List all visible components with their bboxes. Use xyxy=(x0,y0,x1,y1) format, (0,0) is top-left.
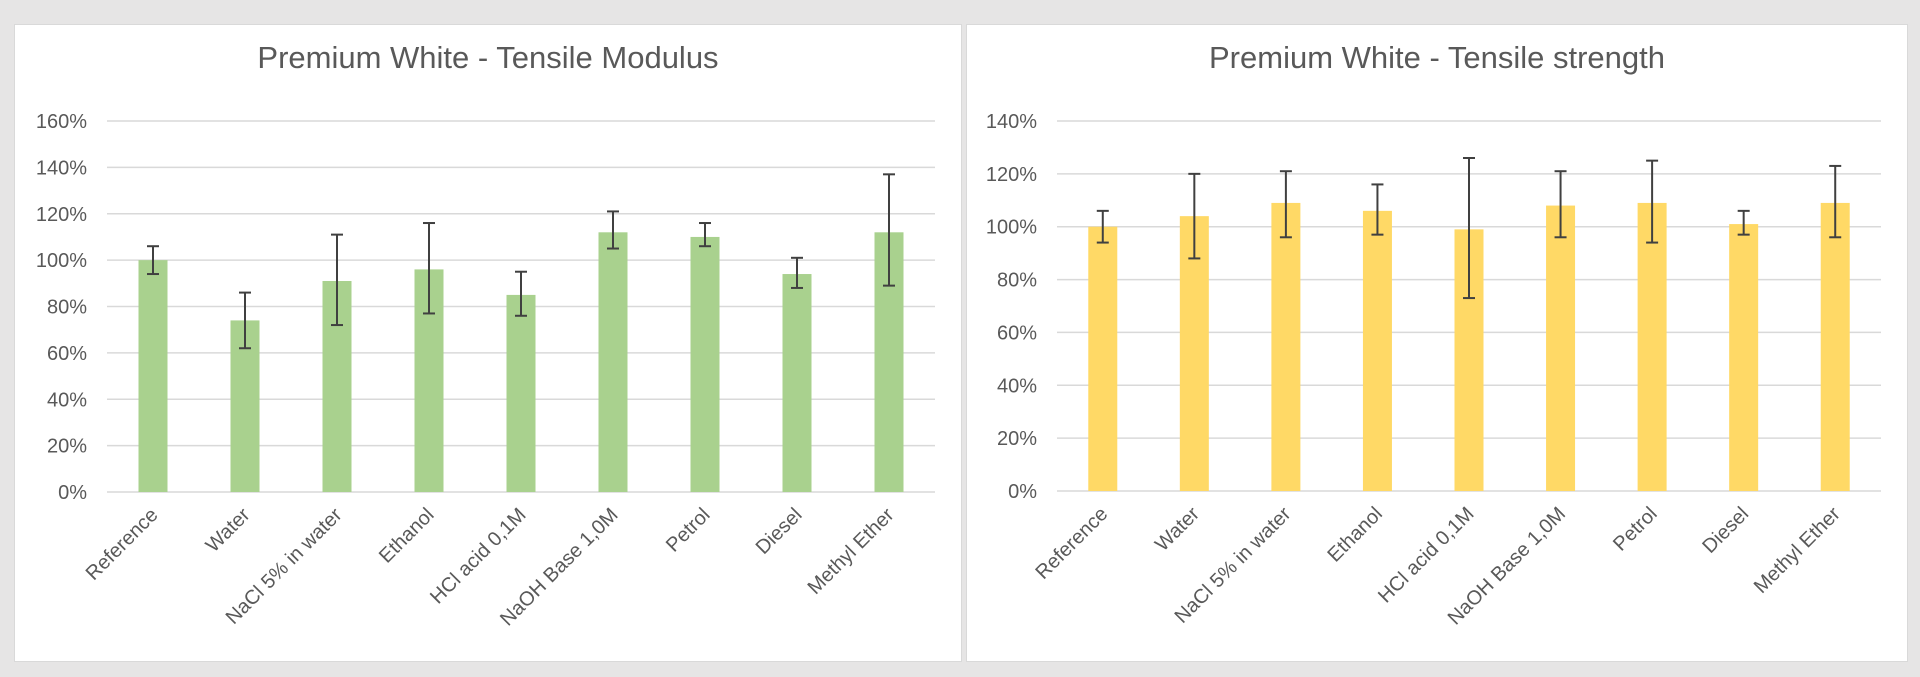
y-tick-label: 20% xyxy=(997,428,1037,450)
y-tick-label: 80% xyxy=(47,297,87,319)
x-tick-label: HCl acid 0,1M xyxy=(1374,503,1478,607)
bar xyxy=(598,232,628,493)
bar xyxy=(1637,202,1667,491)
x-tick-label: Ethanol xyxy=(1323,503,1387,567)
bar xyxy=(1729,224,1759,492)
x-tick-label: Petrol xyxy=(1609,503,1662,556)
y-tick-label: 160% xyxy=(36,111,87,133)
bar xyxy=(1271,202,1301,491)
y-tick-label: 40% xyxy=(997,375,1037,397)
y-tick-label: 80% xyxy=(997,270,1037,292)
bar xyxy=(1820,202,1850,491)
bar xyxy=(138,260,168,492)
y-tick-label: 40% xyxy=(47,389,87,411)
y-tick-label: 120% xyxy=(986,164,1037,186)
y-tick-label: 100% xyxy=(36,250,87,272)
x-tick-label: Water xyxy=(1151,503,1204,556)
y-tick-label: 0% xyxy=(58,482,87,504)
x-tick-label: Reference xyxy=(82,504,163,585)
y-tick-label: 60% xyxy=(47,343,87,365)
bar xyxy=(1179,216,1209,491)
x-tick-label: Reference xyxy=(1032,503,1113,584)
x-tick-label: Petrol xyxy=(662,504,715,557)
y-tick-label: 120% xyxy=(36,204,87,226)
tensile-strength-chart: Premium White - Tensile strength 0% 20% 40… xyxy=(986,40,1881,629)
tensile-strength-chart-panel: Premium White - Tensile strength 0% 20% 40… xyxy=(966,24,1908,662)
x-tick-label: Methyl Ether xyxy=(804,504,899,599)
bar xyxy=(782,274,812,492)
y-tick-label: 100% xyxy=(986,217,1037,239)
tensile-modulus-chart-panel: Premium White - Tensile Modulus 0% 20% 40%… xyxy=(14,24,962,662)
x-tick-label: HCl acid 0,1M xyxy=(426,504,530,608)
y-tick-label: 140% xyxy=(36,157,87,179)
y-tick-label: 140% xyxy=(986,111,1037,133)
y-tick-label: 20% xyxy=(47,436,87,458)
chart-title: Premium White - Tensile Modulus xyxy=(257,40,718,75)
y-tick-label: 60% xyxy=(997,322,1037,344)
x-tick-label: Ethanol xyxy=(375,504,439,568)
chart-title: Premium White - Tensile strength xyxy=(1209,40,1665,75)
bar xyxy=(1546,205,1576,492)
bar xyxy=(506,294,536,492)
bar xyxy=(1362,210,1392,491)
tensile-modulus-chart: Premium White - Tensile Modulus 0% 20% 40%… xyxy=(36,40,935,630)
bar xyxy=(1088,226,1118,491)
x-tick-label: Diesel xyxy=(752,504,807,559)
bar xyxy=(690,236,720,492)
x-tick-label: Diesel xyxy=(1698,503,1753,558)
x-tick-label: Water xyxy=(202,504,255,557)
x-tick-label: Methyl Ether xyxy=(1750,503,1845,598)
y-tick-label: 0% xyxy=(1008,481,1037,503)
